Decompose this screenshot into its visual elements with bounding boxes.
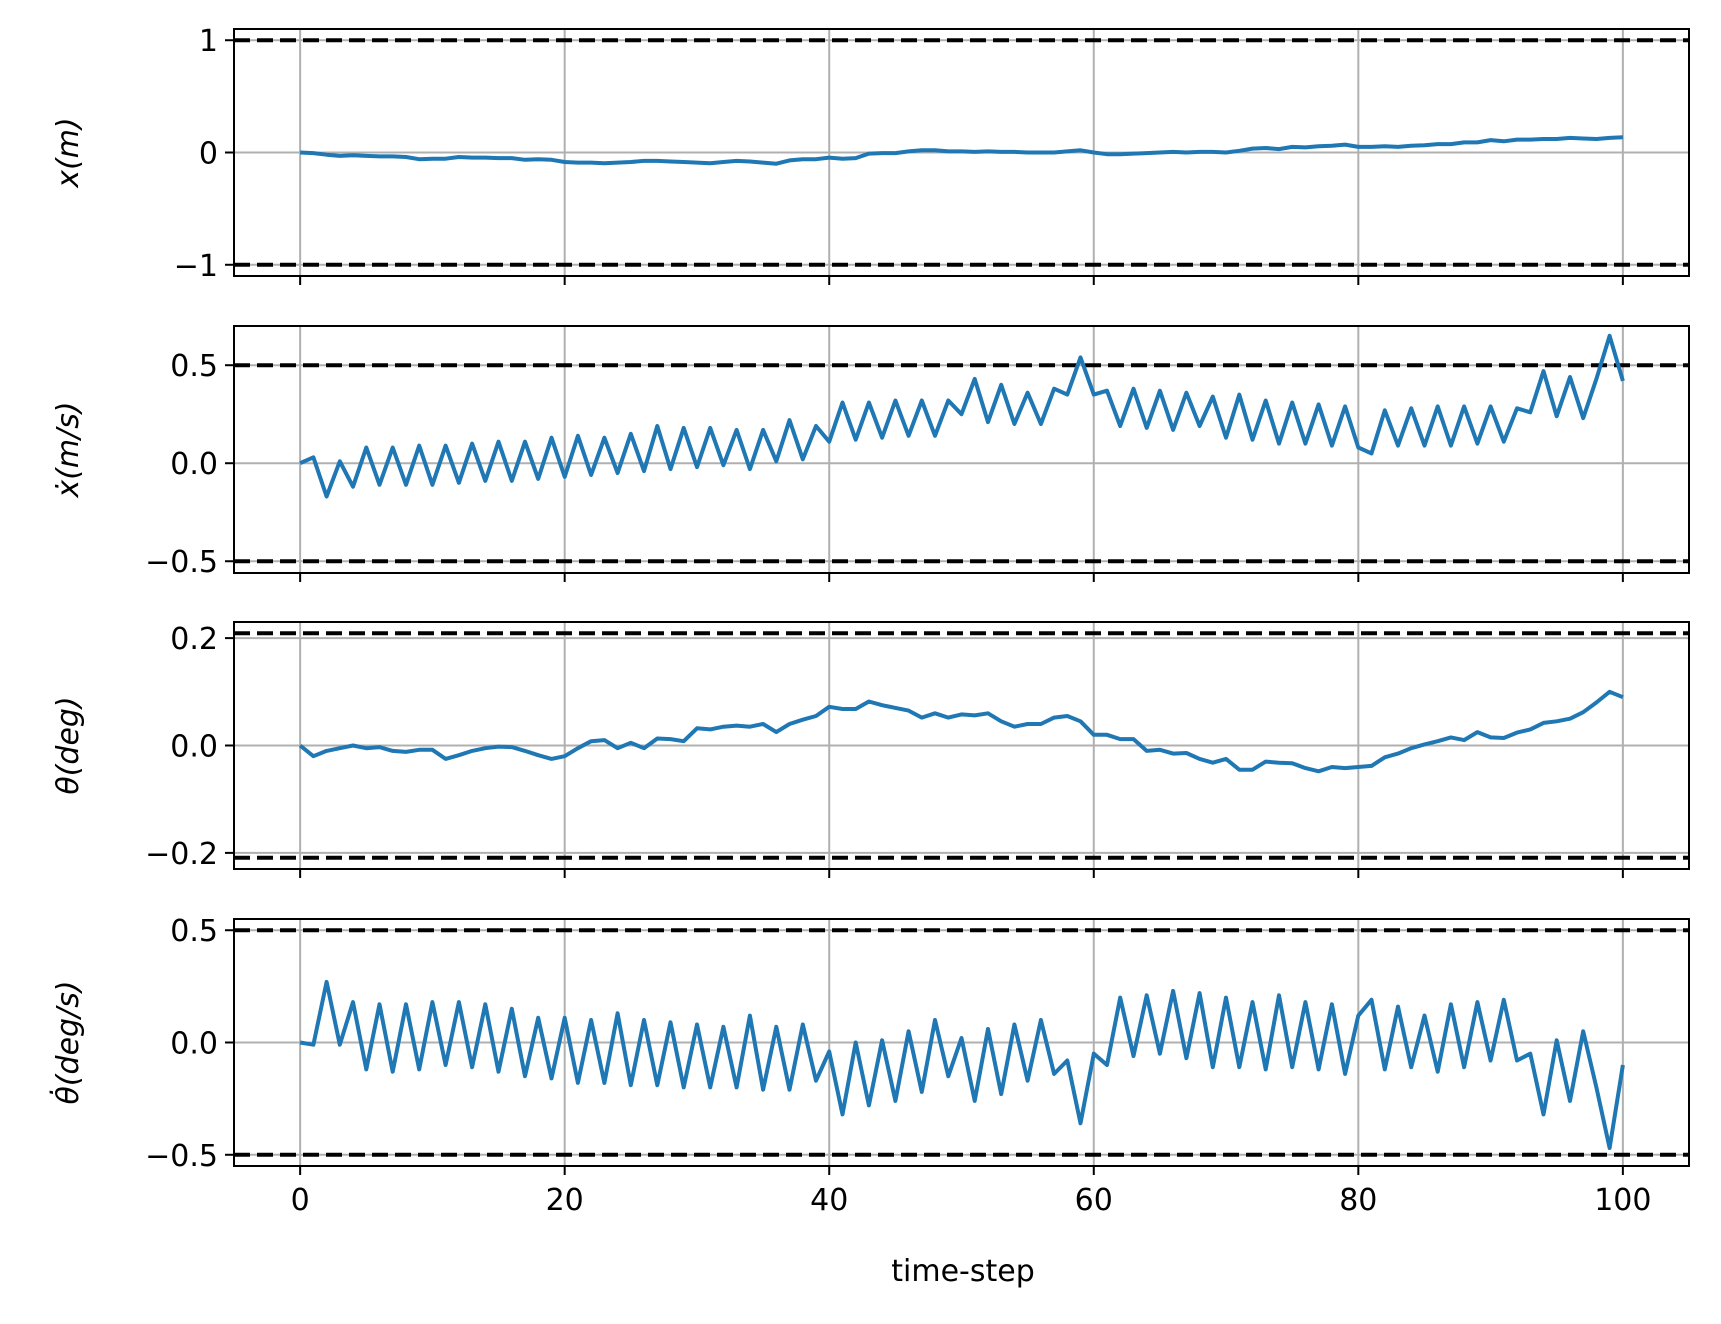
axes-frame [233,325,1690,574]
y-tick-label: −0.5 [145,545,218,580]
x-tick-label: 60 [1075,1183,1113,1218]
y-tick-label: 0.2 [170,622,218,657]
y-axis-label: ẋ(m/s) [51,401,86,498]
y-tick-label: −0.5 [145,1139,218,1174]
y-tick-label: −0.2 [145,837,218,872]
y-tick-label: −1 [174,249,218,284]
subplot-4: −0.5 0.0 0.5 0 20 40 60 80 100 θ̇(deg/s) [49,914,1690,1218]
subplot-1: −1 0 1 x(m) [51,24,1690,285]
subplot-3: −0.2 0.0 0.2 θ(deg) [51,621,1690,878]
y-axis-label: θ(deg) [51,696,86,794]
y-tick-label: 0.5 [170,914,218,949]
series-line [300,135,1623,166]
y-tick-label: 0.0 [170,447,218,482]
series-line [299,979,1625,1150]
series-line [298,689,1624,774]
y-tick-label: 0.0 [170,1027,218,1062]
x-axis-label: time-step [891,1254,1035,1289]
x-tick-label: 80 [1339,1183,1377,1218]
subplot-2: −0.5 0.0 0.5 ẋ(m/s) [51,325,1690,582]
y-tick-label: 0.5 [170,349,218,384]
x-tick-label: 100 [1594,1183,1651,1218]
y-axis-label: θ̇(deg/s) [49,980,86,1104]
y-tick-label: 0 [199,137,218,172]
x-tick-label: 20 [546,1183,584,1218]
x-tick-label: 0 [291,1183,310,1218]
y-axis-label: x(m) [51,117,86,188]
x-tick-label: 40 [810,1183,848,1218]
y-tick-label: 0.0 [170,730,218,765]
series-line [299,333,1625,499]
y-tick-label: 1 [199,24,218,59]
